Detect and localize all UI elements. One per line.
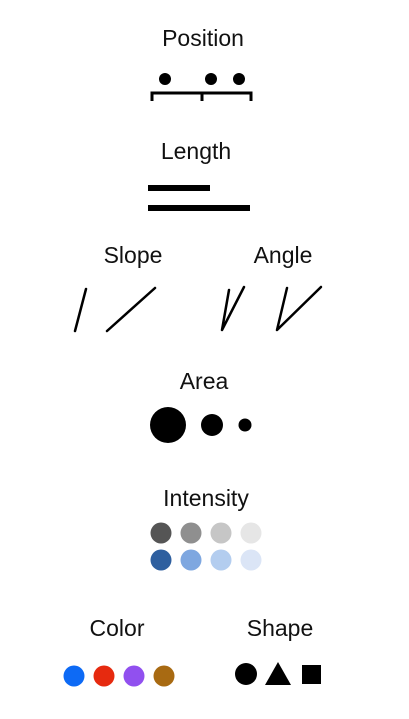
position-dot <box>233 73 245 85</box>
intensity-gray-dot <box>211 523 232 544</box>
intensity-blue-dot <box>181 550 202 571</box>
intensity-blue-dot <box>241 550 262 571</box>
intensity-blue-dot <box>151 550 172 571</box>
shape-example <box>235 662 321 685</box>
intensity-gray-dot <box>151 523 172 544</box>
position-dot <box>205 73 217 85</box>
length-example <box>148 185 250 211</box>
position-example <box>152 73 251 101</box>
color-example <box>64 666 175 687</box>
color-dot <box>124 666 145 687</box>
intensity-gray-dot <box>181 523 202 544</box>
area-dot-medium <box>201 414 223 436</box>
square-icon <box>302 665 321 684</box>
circle-icon <box>235 663 257 685</box>
color-dot <box>64 666 85 687</box>
length-bar-long <box>148 205 250 211</box>
angle-narrow <box>222 287 244 330</box>
color-dot <box>94 666 115 687</box>
slope-line-shallow <box>107 288 155 331</box>
angle-wide <box>277 287 321 330</box>
length-bar-short <box>148 185 210 191</box>
angle-example <box>222 287 321 330</box>
color-dot <box>154 666 175 687</box>
area-dot-large <box>150 407 186 443</box>
intensity-example <box>151 523 262 571</box>
area-example <box>150 407 252 443</box>
area-dot-small <box>239 419 252 432</box>
triangle-icon <box>265 662 291 685</box>
intensity-gray-dot <box>241 523 262 544</box>
slope-line-steep <box>75 289 86 331</box>
position-axis <box>152 93 251 101</box>
slope-example <box>75 288 155 331</box>
intensity-blue-dot <box>211 550 232 571</box>
position-dot <box>159 73 171 85</box>
